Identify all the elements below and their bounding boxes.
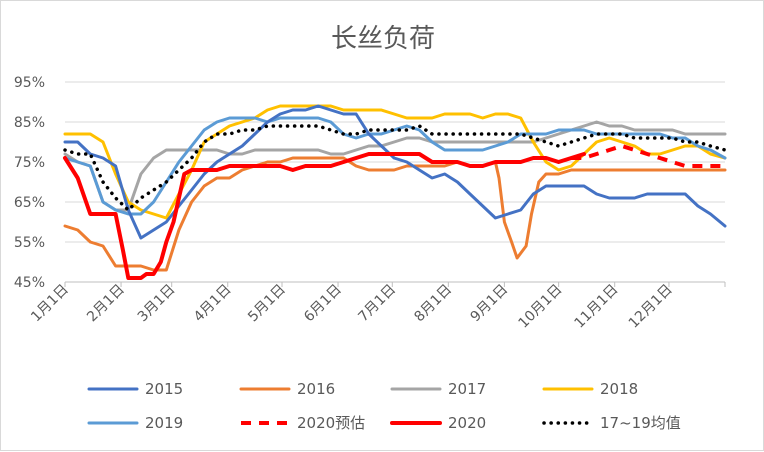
legend-label-2020: 2020 — [448, 414, 486, 432]
legend-label-2017: 2017 — [448, 380, 486, 398]
x-axis: 1月1日 2月1日 3月1日 4月1日 5月1日 6月1日 7月1日 8月1日 9月1日 10月1… — [28, 281, 726, 332]
x-tick-label: 3月1日 — [135, 282, 179, 326]
legend-label-2016: 2016 — [297, 380, 335, 398]
y-tick-label: 95% — [14, 75, 45, 91]
y-axis-ticks: 45% 55% 65% 75% 85% 95% — [14, 75, 45, 291]
series-line-2020预估 — [571, 144, 725, 168]
legend-label-2015: 2015 — [145, 380, 183, 398]
y-tick-label: 55% — [14, 235, 45, 251]
x-tick-label: 9月1日 — [468, 282, 512, 326]
series-line-2019 — [63, 116, 727, 216]
x-tick-label: 4月1日 — [191, 282, 235, 326]
x-tick-label: 7月1日 — [355, 282, 399, 326]
series-line-2018 — [63, 104, 727, 220]
series-lines — [63, 104, 727, 280]
x-tick-label: 5月1日 — [245, 282, 289, 326]
x-tick-label: 11月1日 — [572, 282, 622, 332]
series-line-2020 — [63, 152, 586, 280]
legend: 2015 2016 2017 2018 2019 2020预估 2020 17~19均值 — [87, 380, 681, 432]
x-tick-label: 10月1日 — [515, 282, 565, 332]
chart-title: 长丝负荷 — [331, 24, 435, 54]
legend-label-2020预估: 2020预估 — [297, 414, 365, 432]
series-line-17~19均值 — [63, 124, 727, 212]
series-line-2017 — [63, 120, 727, 212]
y-tick-label: 65% — [14, 195, 45, 211]
legend-label-2018: 2018 — [600, 380, 638, 398]
legend-label-17~19均值: 17~19均值 — [600, 414, 681, 432]
x-tick-label: 8月1日 — [411, 282, 455, 326]
legend-label-2019: 2019 — [145, 414, 183, 432]
y-tick-label: 85% — [14, 115, 45, 131]
y-tick-label: 75% — [14, 155, 45, 171]
x-tick-label: 2月1日 — [84, 282, 128, 326]
series-line-2016 — [63, 156, 727, 272]
x-tick-label: 12月1日 — [626, 282, 676, 332]
x-tick-label: 6月1日 — [301, 282, 345, 326]
y-tick-label: 45% — [14, 275, 45, 291]
